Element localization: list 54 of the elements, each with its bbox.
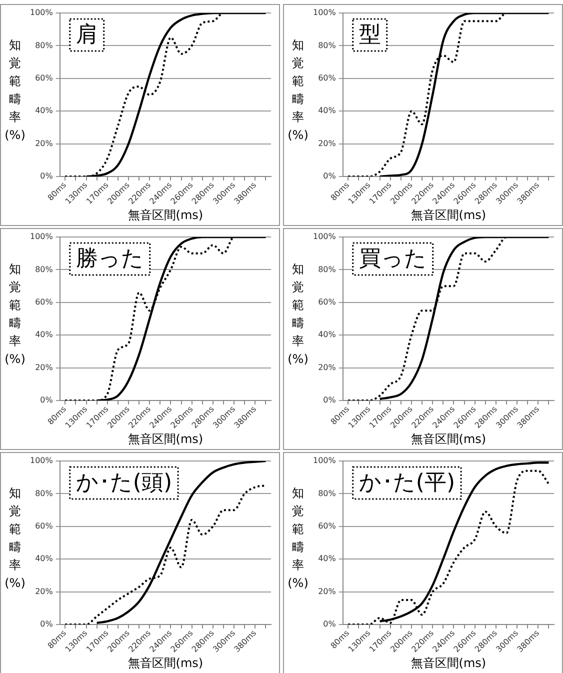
y-tick-label: 40% [318, 554, 336, 564]
y-tick-label: 0% [323, 172, 336, 181]
y-tick-label: 0% [40, 396, 54, 405]
y-tick-label: 60% [318, 522, 336, 530]
y-tick-label: 40% [35, 554, 54, 564]
y-tick-label: 60% [35, 298, 54, 306]
y-tick-label: 80% [318, 40, 336, 50]
y-axis-title: 知覚範疇率(%) [4, 38, 26, 142]
y-tick-label: 20% [35, 586, 54, 596]
y-tick-label: 0% [323, 396, 336, 405]
y-tick-label: 100% [312, 8, 336, 18]
y-tick-label: 20% [318, 138, 336, 148]
y-tick-label: 40% [35, 106, 54, 116]
x-axis-title: 無音区間(ms) [128, 656, 204, 670]
x-axis-title: 無音区間(ms) [128, 432, 204, 446]
y-axis-title: 知覚範疇率(%) [288, 486, 308, 590]
y-tick-label: 40% [318, 330, 336, 340]
y-tick-label: 60% [318, 298, 336, 306]
y-tick-label: 40% [318, 106, 336, 116]
x-axis-title: 無音区間(ms) [410, 432, 486, 446]
annotation: 肩 [76, 22, 98, 48]
x-axis-title: 無音区間(ms) [128, 208, 204, 222]
y-tick-label: 100% [30, 232, 54, 242]
annotation: 勝った [76, 246, 144, 272]
y-axis-title: 知覚範疇率(%) [288, 262, 308, 366]
y-tick-label: 0% [323, 620, 336, 629]
y-tick-label: 0% [40, 172, 54, 181]
y-tick-label: 20% [35, 138, 54, 148]
y-tick-label: 60% [318, 74, 336, 82]
y-tick-label: 40% [35, 330, 54, 340]
annotation: か･た(頭) [76, 470, 172, 496]
y-tick-label: 100% [30, 456, 54, 466]
annotation: 型 [358, 22, 381, 48]
y-tick-label: 100% [30, 8, 54, 18]
x-axis-title: 無音区間(ms) [410, 656, 486, 670]
y-tick-label: 20% [318, 362, 336, 372]
y-tick-label: 20% [35, 362, 54, 372]
y-axis-title: 知覚範疇率(%) [4, 262, 26, 366]
y-tick-label: 0% [40, 620, 54, 629]
y-tick-label: 80% [35, 488, 54, 498]
y-tick-label: 20% [318, 586, 336, 596]
y-tick-label: 60% [35, 74, 54, 82]
x-axis-title: 無音区間(ms) [410, 208, 486, 222]
y-tick-label: 100% [312, 456, 336, 466]
y-tick-label: 100% [312, 232, 336, 242]
y-tick-label: 80% [35, 264, 54, 274]
y-axis-title: 知覚範疇率(%) [4, 486, 26, 590]
y-axis-title: 知覚範疇率(%) [288, 38, 308, 142]
annotation: か･た(平) [358, 470, 456, 496]
y-tick-label: 80% [35, 40, 54, 50]
y-tick-label: 60% [35, 522, 54, 530]
annotation: 買った [358, 246, 427, 272]
y-tick-label: 80% [318, 488, 336, 498]
y-tick-label: 80% [318, 264, 336, 274]
